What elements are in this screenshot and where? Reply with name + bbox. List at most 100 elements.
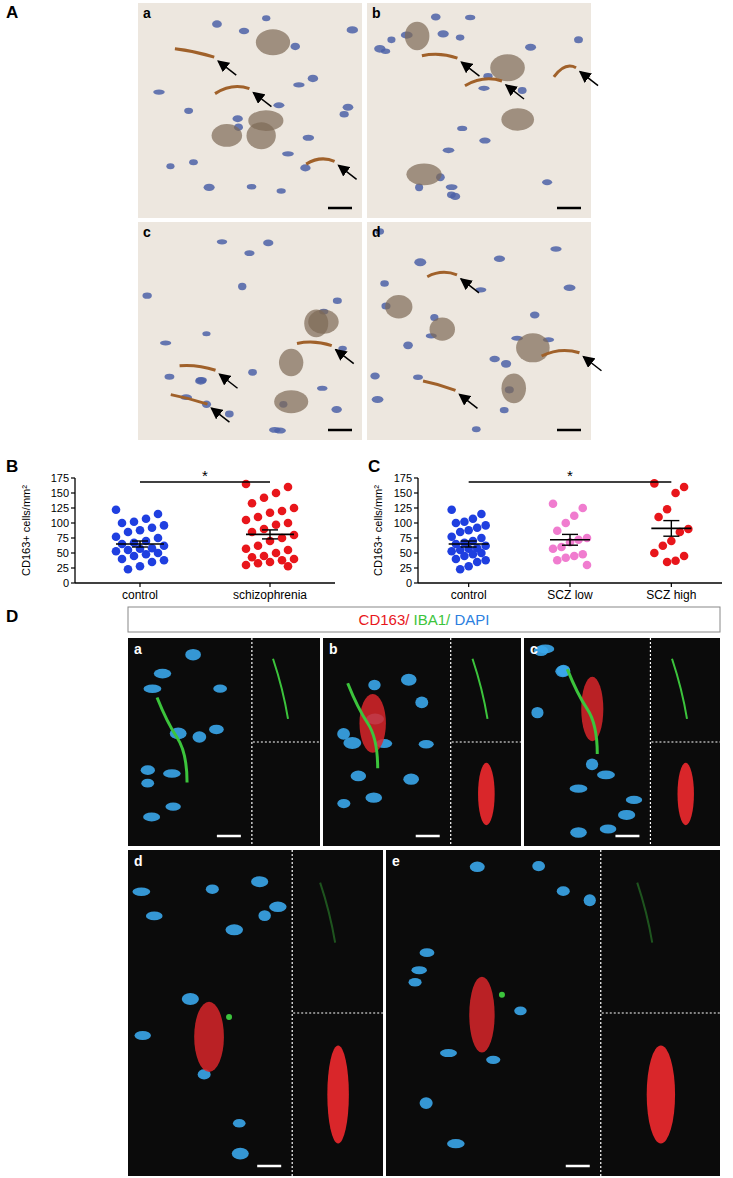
dapi-nucleus (420, 948, 435, 957)
nucleus (204, 184, 215, 191)
point (473, 558, 482, 567)
y-tick-label: 25 (57, 562, 69, 574)
nucleus (331, 406, 341, 413)
point (248, 499, 257, 508)
neuron (308, 310, 339, 334)
point (284, 483, 293, 492)
dapi-nucleus (165, 803, 180, 811)
scale-bar (217, 835, 241, 838)
inset-red (677, 763, 693, 825)
dapi-nucleus (337, 799, 350, 808)
y-tick-label: 125 (51, 502, 69, 514)
dapi-nucleus (409, 978, 422, 986)
x-tick-label: control (122, 588, 158, 602)
nucleus (343, 104, 354, 111)
y-tick (414, 492, 418, 493)
nucleus (232, 115, 242, 122)
arrow (336, 350, 354, 364)
error-bar (461, 541, 477, 547)
y-tick (414, 522, 418, 523)
point (272, 489, 281, 498)
macrophage (297, 342, 332, 346)
dapi-nucleus (420, 1097, 433, 1109)
macrophage (542, 350, 580, 356)
point (477, 549, 486, 558)
point (583, 534, 592, 543)
x-tick-label: SCZ high (646, 588, 696, 602)
y-tick (414, 537, 418, 538)
error-stem (671, 521, 672, 537)
legend-text: CD163/ IBA1/ DAPI (359, 611, 490, 628)
macrophage (175, 49, 214, 57)
nucleus (248, 369, 257, 376)
macrophage (422, 54, 458, 58)
error-cap (262, 538, 278, 539)
x-tick (671, 583, 672, 587)
point (680, 552, 689, 561)
nucleus (303, 135, 314, 141)
error-bar (562, 534, 578, 545)
point (464, 562, 473, 571)
y-axis-label: CD163+ cells/mm² (20, 485, 32, 576)
dapi-nucleus (411, 966, 426, 974)
nucleus (317, 386, 327, 391)
dapi-nucleus (225, 924, 243, 935)
micrograph-bg (367, 3, 591, 218)
macrophage (423, 381, 455, 390)
dapi-nucleus (258, 910, 270, 921)
nucleus (291, 43, 300, 50)
point (460, 552, 469, 561)
dapi-nucleus (185, 649, 201, 661)
point (272, 549, 281, 558)
dapi-nucleus (419, 740, 434, 748)
scale-bar (615, 835, 639, 838)
point (447, 547, 456, 556)
nucleus (239, 28, 249, 34)
dapi-nucleus (557, 886, 570, 896)
inset-green (320, 883, 335, 943)
scale-bar (257, 1165, 281, 1168)
nucleus (403, 341, 413, 349)
y-tick-label: 100 (51, 517, 69, 529)
nucleus (244, 250, 254, 256)
nucleus (247, 184, 257, 190)
nucleus (518, 87, 527, 94)
arrow (461, 279, 479, 293)
dapi-nucleus (403, 774, 419, 785)
nucleus (165, 374, 175, 380)
x-axis (75, 582, 335, 583)
error-bar (262, 530, 278, 539)
nucleus (525, 44, 536, 51)
point (469, 550, 478, 559)
sublabel: d (372, 224, 381, 240)
point (578, 504, 587, 513)
scale-bar (557, 429, 581, 432)
error-cap (461, 546, 477, 547)
macrophage (427, 272, 457, 276)
point (447, 506, 456, 515)
point (124, 528, 133, 537)
y-tick (71, 477, 75, 478)
dapi-nucleus (532, 861, 545, 871)
nucleus (479, 138, 490, 144)
point (650, 549, 659, 558)
inset-green (273, 659, 288, 719)
scale-bar (557, 207, 581, 210)
nucleus (189, 159, 198, 165)
y-axis (74, 478, 75, 583)
dapi-nucleus (626, 796, 642, 804)
y-tick-label: 175 (51, 472, 69, 484)
dapi-nucleus (514, 1006, 526, 1015)
sublabel: d (134, 853, 143, 869)
point (130, 518, 139, 527)
neuron (385, 295, 412, 318)
nucleus (153, 89, 164, 94)
point (663, 505, 672, 514)
inset-green (672, 659, 687, 719)
point (481, 556, 490, 565)
y-tick-label: 25 (400, 562, 412, 574)
nucleus (263, 239, 273, 246)
nucleus (338, 346, 346, 351)
neuron (516, 333, 550, 362)
nucleus (530, 312, 540, 319)
